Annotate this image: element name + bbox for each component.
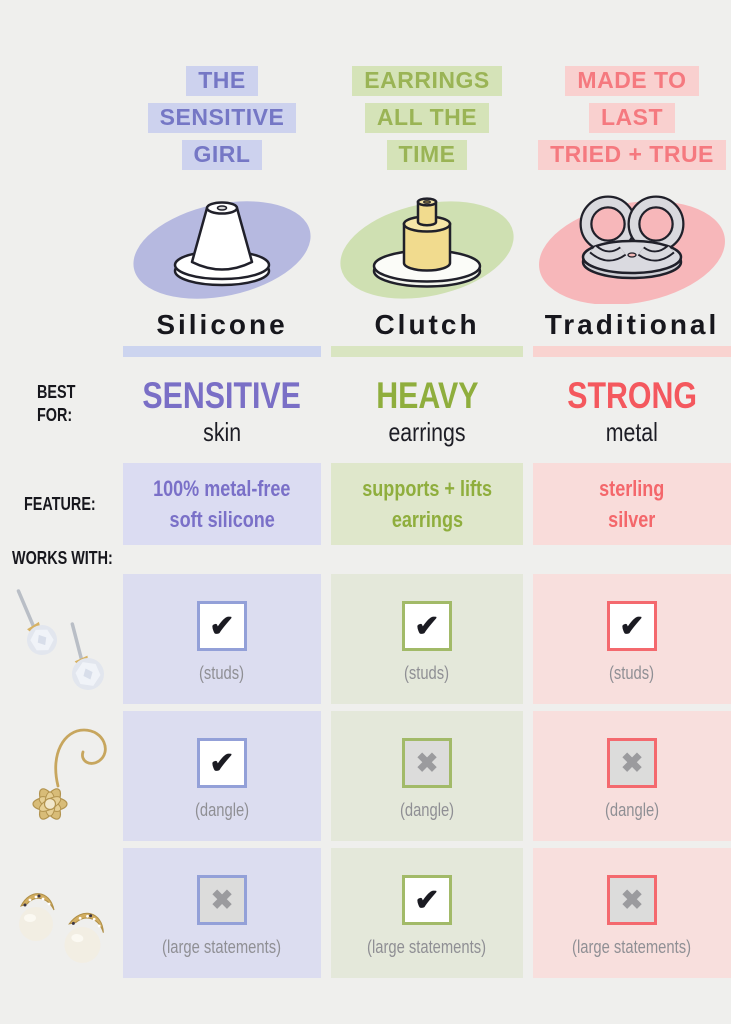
best-for-label: BEST FOR: <box>37 382 76 425</box>
traditional-back-icon <box>533 178 731 305</box>
stud-earrings-photo <box>0 574 123 704</box>
tagline-line: EARRINGS <box>352 66 502 97</box>
tagline-clutch: EARRINGS ALL THE TIME <box>331 66 523 171</box>
tagline-line: LAST <box>588 103 676 134</box>
cell-label: (studs) <box>404 663 450 684</box>
works-with-cell: ✔ (studs) <box>533 574 731 705</box>
cell-label: (studs) <box>609 663 655 684</box>
feature-label: FEATURE: <box>24 494 96 515</box>
tagline-line: TIME <box>386 140 468 171</box>
mark-icon: ✔ <box>197 738 247 789</box>
best-for-row: BEST FOR: SENSITIVE skin HEAVY earrings … <box>0 367 731 455</box>
works-with-row-dangle: ✔ (dangle) ✖ (dangle) ✖ (dangle) <box>0 711 731 842</box>
mark-icon: ✖ <box>607 875 657 926</box>
tagline-line: THE <box>186 66 258 97</box>
works-with-label-row: WORKS WITH: <box>0 547 731 569</box>
mark-icon: ✔ <box>607 601 657 652</box>
tagline-line: TRIED + TRUE <box>538 140 726 171</box>
best-for-detail: skin <box>203 416 241 447</box>
column-name-clutch: Clutch <box>374 309 480 341</box>
mark-icon: ✖ <box>607 738 657 789</box>
cell-label: (large statements) <box>162 937 282 958</box>
best-for-highlight: HEAVY <box>375 374 479 416</box>
works-with-cell: ✔ (large statements) <box>331 848 523 979</box>
icon-row <box>0 178 731 305</box>
tagline-line: MADE TO <box>565 66 699 97</box>
works-with-cell: ✖ (dangle) <box>331 711 523 842</box>
works-with-cell: ✖ (large statements) <box>533 848 731 979</box>
works-with-cell: ✔ (dangle) <box>123 711 321 842</box>
dangle-earring-photo <box>0 711 123 841</box>
mark-icon: ✖ <box>402 738 452 789</box>
tagline-silicone: THE SENSITIVE GIRL <box>123 66 321 171</box>
best-for-detail: metal <box>605 416 659 447</box>
column-name-silicone: Silicone <box>156 309 288 341</box>
underline-bar <box>533 346 731 358</box>
underline-bar <box>123 346 321 358</box>
underline-bar-row <box>0 346 731 358</box>
tagline-traditional: MADE TO LAST TRIED + TRUE <box>533 66 731 171</box>
works-with-cell: ✔ (studs) <box>331 574 523 705</box>
cell-label: (dangle) <box>604 800 660 821</box>
feature-silicone: 100% metal-free soft silicone <box>123 463 321 546</box>
tagline-line: GIRL <box>181 140 263 171</box>
best-for-highlight: STRONG <box>567 374 697 416</box>
cell-label: (large statements) <box>572 937 692 958</box>
cell-label: (studs) <box>199 663 245 684</box>
best-for-highlight: SENSITIVE <box>142 374 302 416</box>
best-for-silicone: SENSITIVE skin <box>123 367 321 455</box>
best-for-traditional: STRONG metal <box>533 367 731 455</box>
cell-label: (dangle) <box>399 800 455 821</box>
works-with-row-studs: ✔ (studs) ✔ (studs) ✔ (studs) <box>0 574 731 705</box>
works-with-cell: ✖ (dangle) <box>533 711 731 842</box>
cell-label: (large statements) <box>367 937 487 958</box>
column-name-traditional: Traditional <box>544 309 720 341</box>
best-for-clutch: HEAVY earrings <box>331 367 523 455</box>
works-with-row-large-statements: ✖ (large statements) ✔ (large statements… <box>0 848 731 979</box>
works-with-label: WORKS WITH: <box>12 548 113 569</box>
mark-icon: ✔ <box>402 601 452 652</box>
statement-earrings-photo <box>0 848 123 978</box>
tagline-line: ALL THE <box>364 103 490 134</box>
feature-clutch: supports + lifts earrings <box>331 463 523 546</box>
cell-label: (dangle) <box>194 800 250 821</box>
mark-icon: ✔ <box>402 875 452 926</box>
tagline-row: THE SENSITIVE GIRL EARRINGS ALL THE TIME… <box>0 66 731 171</box>
clutch-back-icon <box>331 178 523 304</box>
name-row: Silicone Clutch Traditional <box>0 304 731 346</box>
feature-row: FEATURE: 100% metal-free soft silicone s… <box>0 463 731 546</box>
mark-icon: ✖ <box>197 875 247 926</box>
best-for-detail: earrings <box>388 416 466 447</box>
works-with-cell: ✖ (large statements) <box>123 848 321 979</box>
underline-bar <box>331 346 523 358</box>
works-with-cell: ✔ (studs) <box>123 574 321 705</box>
mark-icon: ✔ <box>197 601 247 652</box>
silicone-back-icon <box>123 178 321 304</box>
feature-traditional: sterling silver <box>533 463 731 546</box>
tagline-line: SENSITIVE <box>147 103 297 134</box>
